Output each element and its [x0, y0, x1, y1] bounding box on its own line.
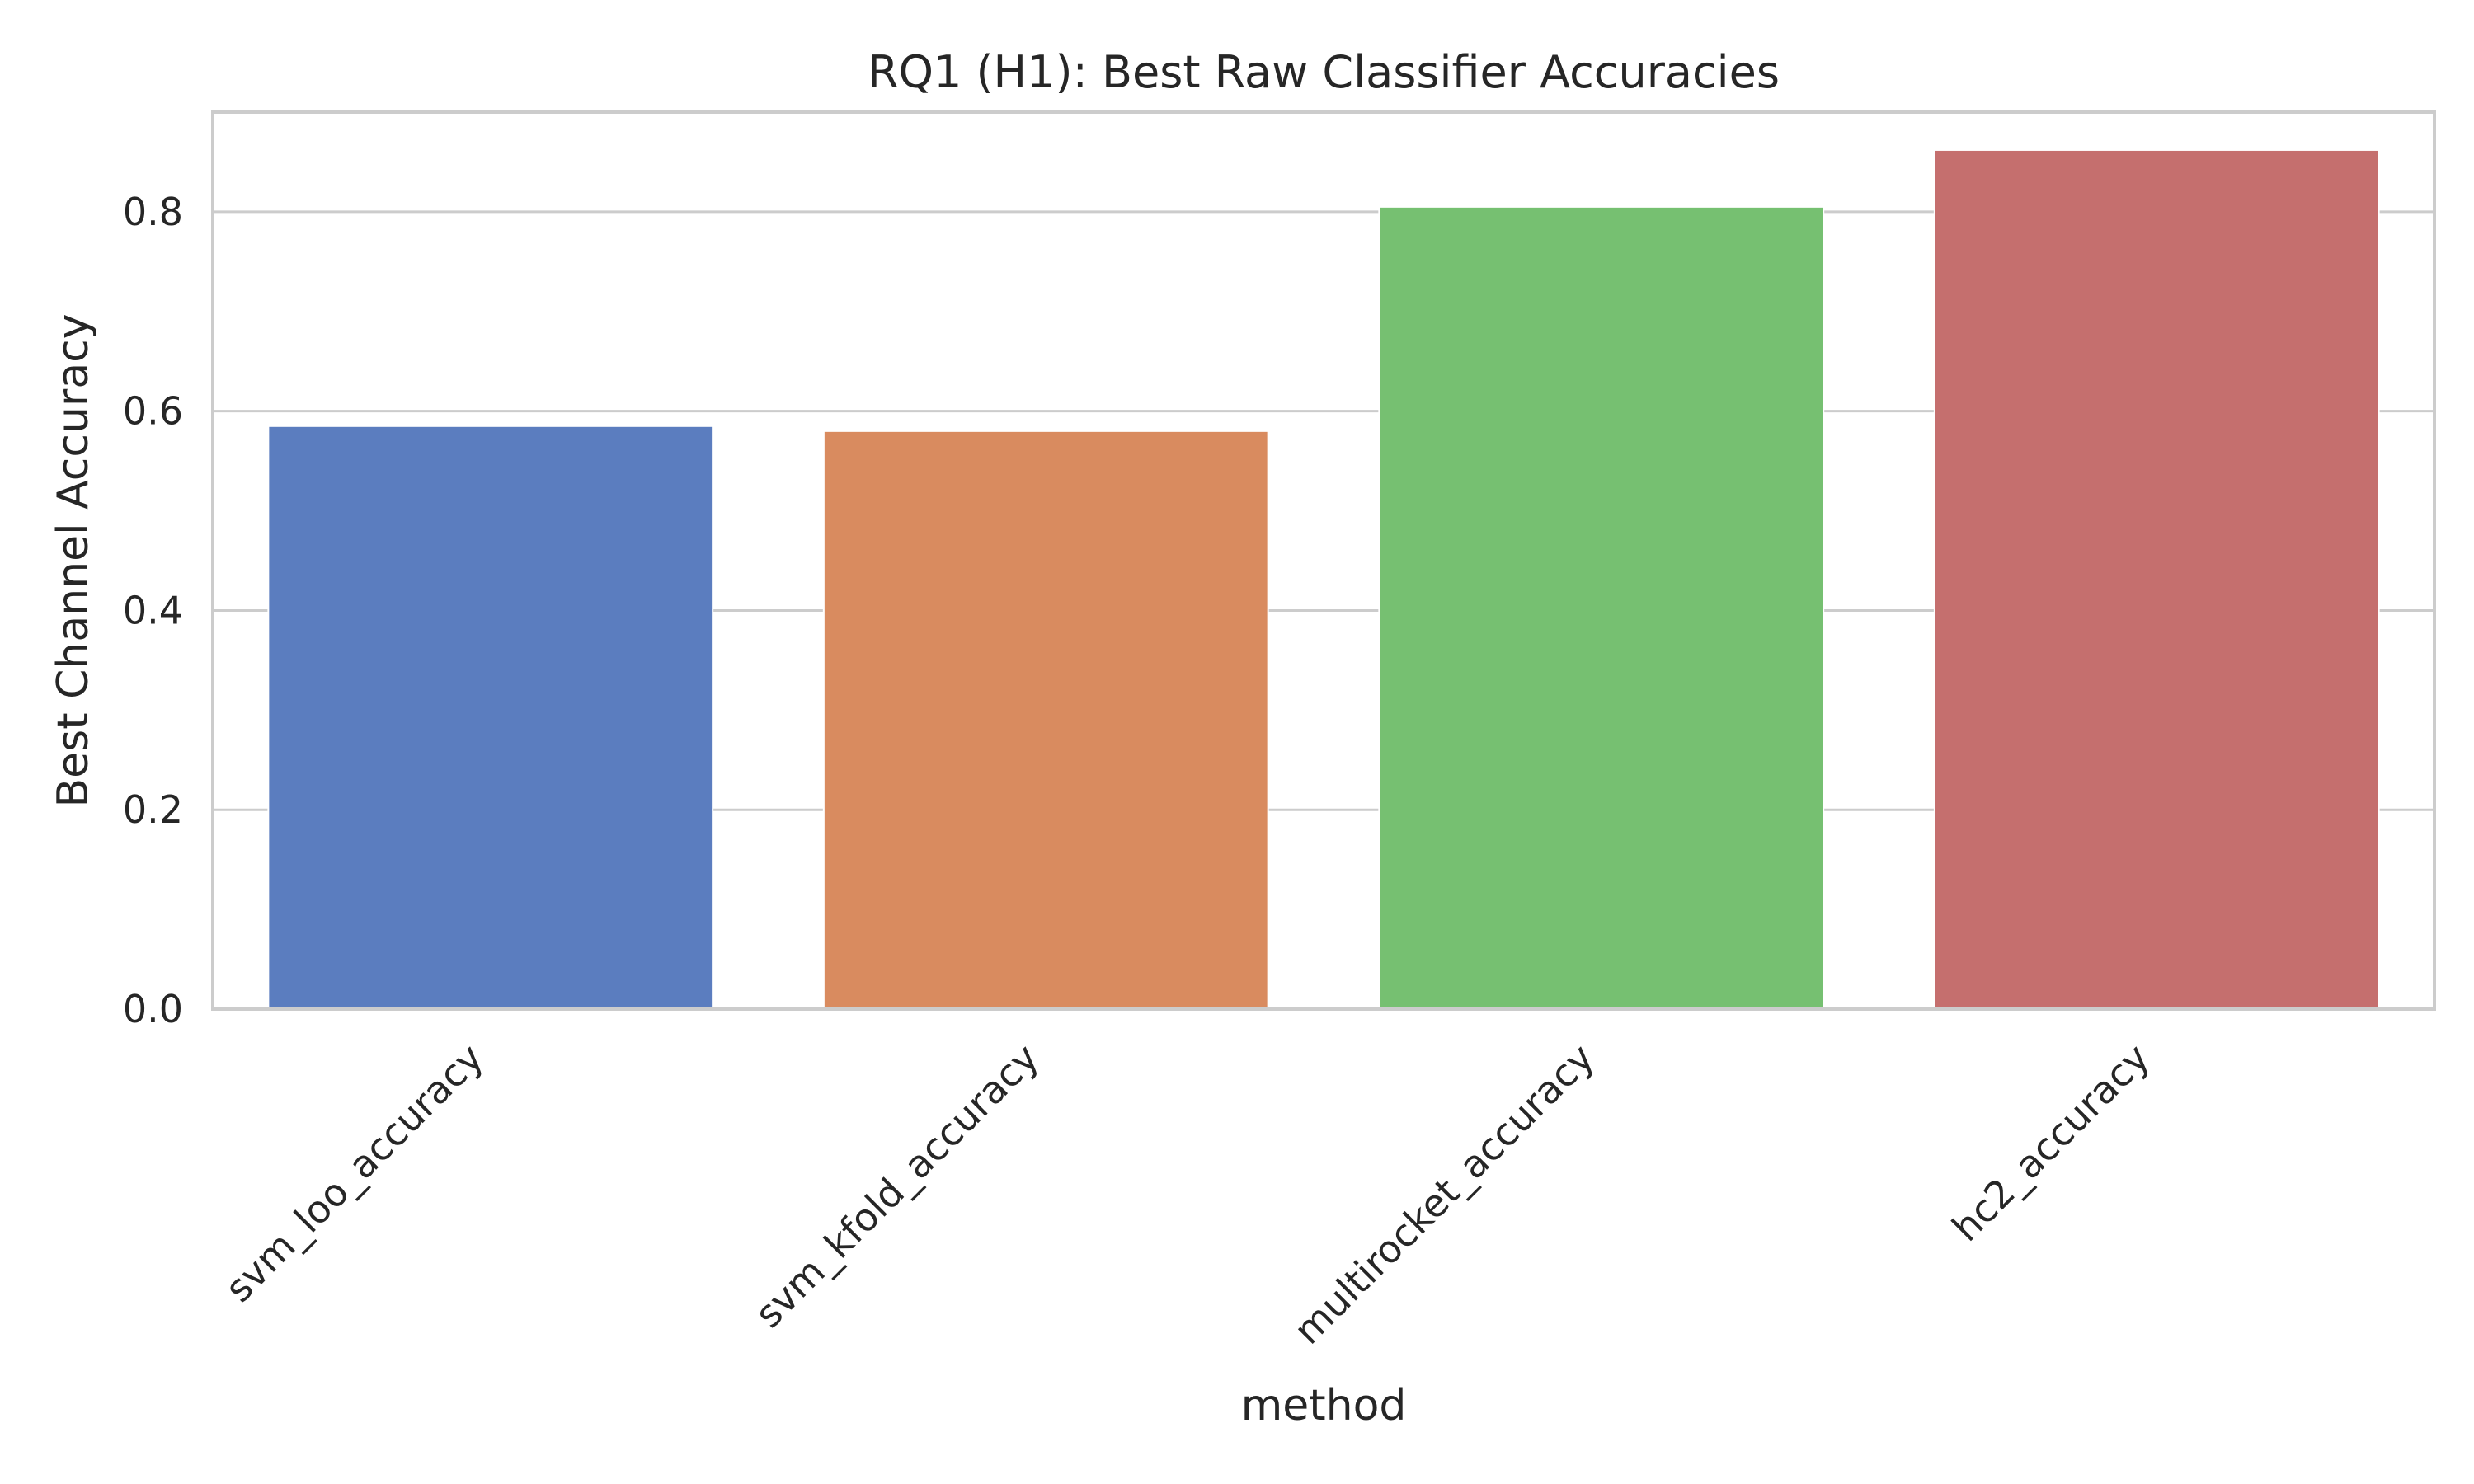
x-tick-label: svm_kfold_accuracy [746, 1036, 1047, 1336]
x-tick-label: hc2_accuracy [1944, 1036, 2158, 1250]
y-tick-label: 0.8 [123, 190, 183, 234]
bar-hc2-accuracy [1933, 148, 2380, 1011]
y-axis-label: Best Channel Accuracy [49, 313, 98, 807]
y-tick-label: 0.0 [123, 987, 183, 1031]
bar-multirocket-accuracy [1378, 205, 1825, 1011]
bars [267, 148, 2380, 1011]
x-tick-label: svm_loo_accuracy [216, 1036, 492, 1311]
plot-frame [211, 110, 2436, 1011]
x-tick-labels: svm_loo_accuracy svm_kfold_accuracy multir… [216, 1036, 2158, 1353]
y-tick-label: 0.6 [123, 389, 183, 434]
bar-svm-loo-accuracy [267, 425, 714, 1010]
x-axis-label: method [1241, 1381, 1407, 1430]
x-tick-label: multirocket_accuracy [1285, 1036, 1602, 1353]
y-tick-label: 0.4 [123, 588, 183, 632]
y-tick-label: 0.2 [123, 787, 183, 832]
bar-svm-kfold-accuracy [822, 430, 1269, 1010]
chart-title: RQ1 (H1): Best Raw Classifier Accuracies [868, 46, 1780, 98]
y-tick-labels: 0.0 0.2 0.4 0.6 0.8 [123, 190, 183, 1031]
